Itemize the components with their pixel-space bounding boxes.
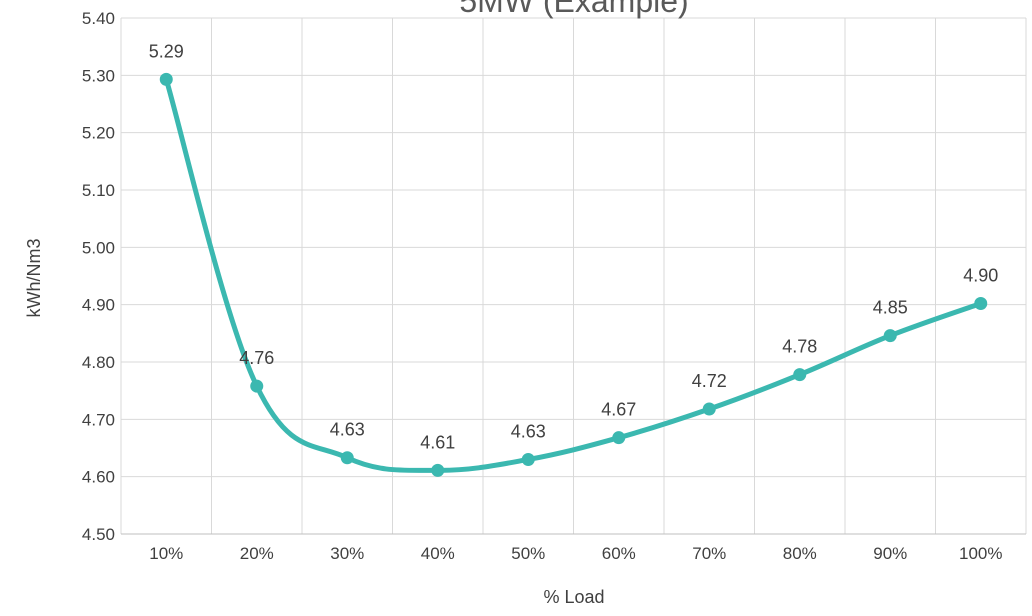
x-tick-label: 20% [240,544,274,563]
x-tick-label: 50% [511,544,545,563]
y-tick-label: 4.60 [82,468,115,487]
data-label: 5.29 [149,41,184,61]
data-label: 4.61 [420,432,455,452]
data-label: 4.78 [782,337,817,357]
data-label: 4.85 [873,298,908,318]
x-axis-title: % Load [543,587,604,607]
y-tick-label: 5.00 [82,238,115,257]
label-layer: 4.50 4.60 4.70 4.80 4.90 5.00 5.10 5.20 5.30 5.40… [82,9,1003,563]
x-tick-label: 40% [421,544,455,563]
data-point [250,379,264,393]
y-tick-label: 5.10 [82,181,115,200]
x-tick-label: 10% [149,544,183,563]
x-tick-label: 60% [602,544,636,563]
data-point [521,452,535,466]
data-point [340,451,354,465]
y-tick-label: 5.20 [82,124,115,143]
data-label: 4.90 [963,266,998,286]
chart-title: 5MW (Example) [459,0,688,19]
data-point [974,297,988,311]
x-tick-label: 30% [330,544,364,563]
x-tick-label: 100% [959,544,1002,563]
data-point [612,431,626,445]
data-label: 4.67 [601,400,636,420]
data-point [793,368,807,382]
data-label: 4.72 [692,371,727,391]
y-axis-title: kWh/Nm3 [24,238,44,317]
x-tick-label: 80% [783,544,817,563]
data-point [431,463,445,477]
data-label: 4.76 [239,348,274,368]
x-tick-label: 90% [873,544,907,563]
y-tick-label: 4.50 [82,525,115,544]
data-point [702,402,716,416]
data-label: 4.63 [330,420,365,440]
series-layer [159,72,988,477]
data-point [883,329,897,343]
data-point [159,72,173,86]
data-label: 4.63 [511,421,546,441]
y-tick-label: 4.70 [82,410,115,429]
grid-layer [120,17,1027,534]
y-tick-label: 4.90 [82,296,115,315]
y-tick-label: 4.80 [82,353,115,372]
x-tick-label: 70% [692,544,726,563]
y-tick-label: 5.40 [82,9,115,28]
y-tick-label: 5.30 [82,66,115,85]
